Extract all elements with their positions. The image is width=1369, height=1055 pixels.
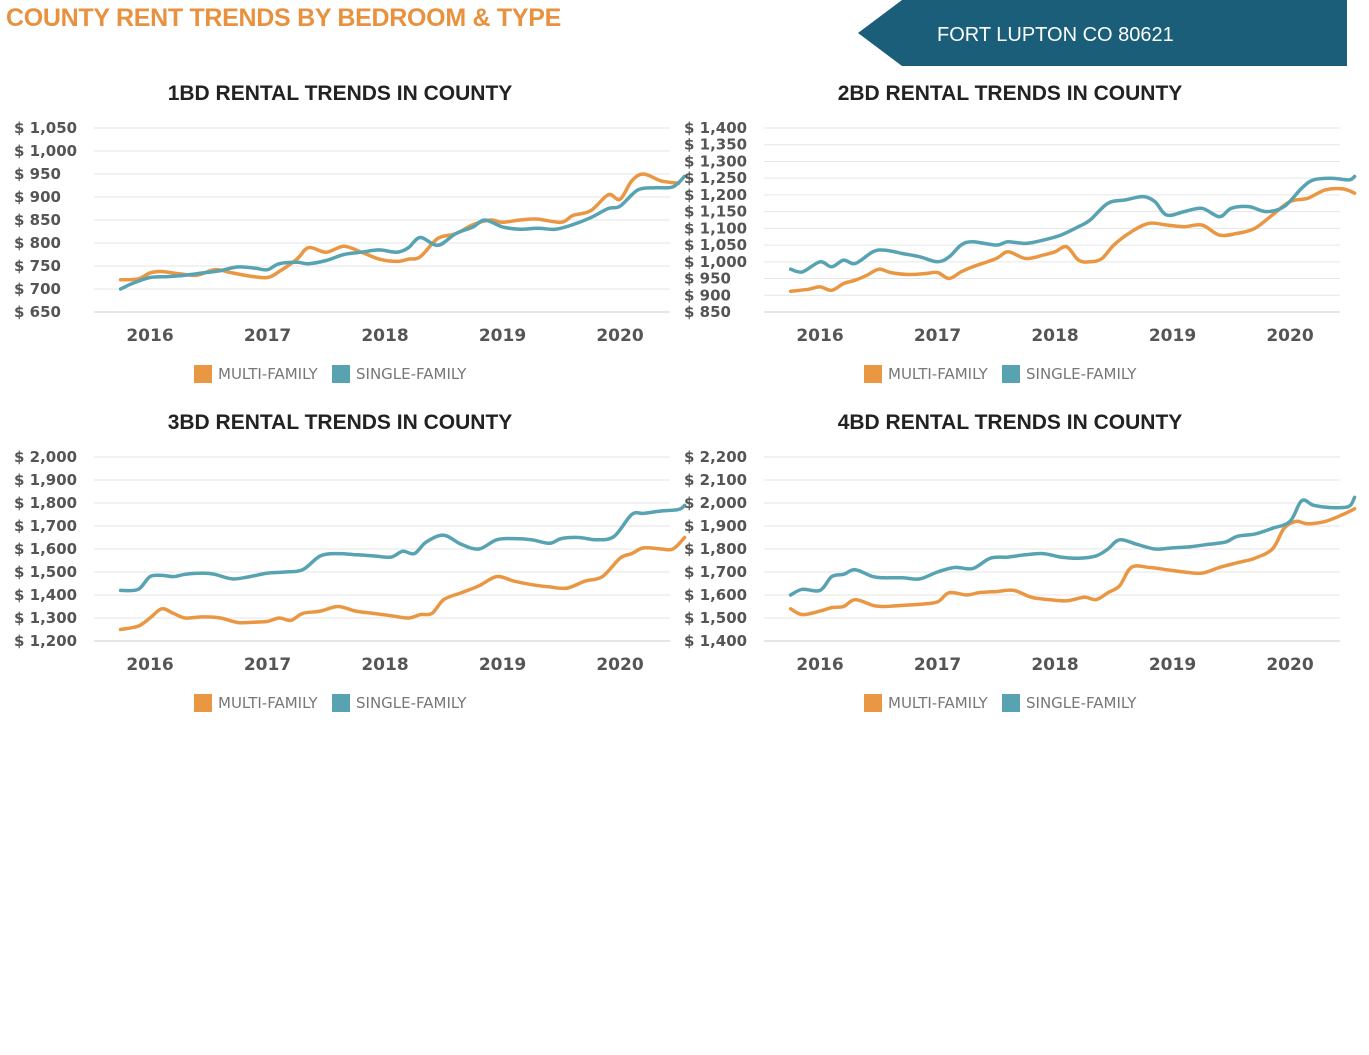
y-tick-label: $ 1,900 (684, 517, 747, 535)
chart-title: 3BD RENTAL TRENDS IN COUNTY (167, 411, 513, 434)
x-tick-label: 2020 (596, 655, 643, 675)
y-tick-label: $ 1,000 (684, 253, 747, 271)
y-tick-label: $ 1,000 (14, 142, 77, 160)
x-tick-label: 2016 (796, 655, 843, 675)
legend-label: MULTI-FAMILY (218, 365, 318, 383)
series-line-single-family (118, 503, 687, 593)
x-tick-label: 2018 (361, 326, 408, 346)
y-tick-label: $ 2,100 (684, 471, 747, 489)
x-tick-label: 2019 (479, 655, 526, 675)
legend-label: SINGLE-FAMILY (1026, 365, 1137, 383)
y-tick-label: $ 1,400 (684, 632, 747, 650)
x-tick-label: 2018 (1031, 326, 1078, 346)
x-tick-label: 2019 (1149, 655, 1196, 675)
x-tick-label: 2017 (244, 655, 291, 675)
legend-label: SINGLE-FAMILY (356, 365, 467, 383)
y-tick-label: $ 900 (14, 188, 61, 206)
x-tick-label: 2018 (361, 655, 408, 675)
y-tick-label: $ 1,900 (14, 471, 77, 489)
y-tick-label: $ 650 (14, 303, 61, 321)
y-tick-label: $ 1,600 (14, 540, 77, 558)
legend-swatch (332, 365, 350, 383)
chart-svg: $ 2,200 $ 2,100 $ 2,000 $ 1,900 $ 1,800 $ 1,7… (684, 448, 1357, 712)
legend-swatch (194, 694, 212, 712)
banner-shape (858, 0, 1347, 66)
x-tick-label: 2019 (1149, 326, 1196, 346)
location-banner: FORT LUPTON CO 80621 (858, 0, 1347, 66)
x-tick-label: 2018 (1031, 655, 1078, 675)
y-tick-label: $ 1,700 (14, 517, 77, 535)
x-tick-label: 2020 (1266, 326, 1313, 346)
legend-swatch (864, 365, 882, 383)
y-tick-label: $ 850 (684, 303, 731, 321)
chart-1bd: 1BD RENTAL TRENDS IN COUNTY $ 1,050 $ 1,0… (0, 0, 687, 383)
chart-2bd: 2BD RENTAL TRENDS IN COUNTY $ 1,400 $ 1,3… (670, 0, 1357, 383)
y-tick-label: $ 1,100 (684, 219, 747, 237)
legend-swatch (194, 365, 212, 383)
series-line-single-family (118, 174, 687, 291)
chart-svg: $ 1,050 $ 1,000 $ 950 $ 900 $ 850 $ 800 $ 750 $… (14, 119, 687, 383)
y-tick-label: $ 950 (14, 165, 61, 183)
x-tick-label: 2016 (126, 655, 173, 675)
y-tick-label: $ 1,300 (14, 609, 77, 627)
y-tick-label: $ 1,050 (14, 119, 77, 137)
legend-swatch (332, 694, 350, 712)
y-tick-label: $ 2,200 (684, 448, 747, 466)
y-tick-label: $ 1,300 (684, 152, 747, 170)
location-label: FORT LUPTON CO 80621 (937, 24, 1174, 46)
x-tick-label: 2016 (126, 326, 173, 346)
legend-label: MULTI-FAMILY (888, 365, 988, 383)
legend-swatch (864, 694, 882, 712)
chart-3bd: 3BD RENTAL TRENDS IN COUNTY $ 2,000 $ 1,9… (0, 329, 687, 712)
y-tick-label: $ 1,200 (14, 632, 77, 650)
y-tick-label: $ 1,050 (684, 236, 747, 254)
x-tick-label: 2019 (479, 326, 526, 346)
page-title: COUNTY RENT TRENDS BY BEDROOM & TYPE (6, 4, 561, 32)
legend-label: MULTI-FAMILY (218, 694, 318, 712)
y-tick-label: $ 1,800 (14, 494, 77, 512)
y-tick-label: $ 1,600 (684, 586, 747, 604)
series-line-single-family (788, 495, 1357, 597)
series-line-single-family (788, 174, 1357, 274)
x-tick-label: 2020 (596, 326, 643, 346)
x-tick-label: 2020 (1266, 655, 1313, 675)
y-tick-label: $ 850 (14, 211, 61, 229)
legend-label: MULTI-FAMILY (888, 694, 988, 712)
y-tick-label: $ 1,400 (684, 119, 747, 137)
y-tick-label: $ 1,150 (684, 203, 747, 221)
chart-title: 2BD RENTAL TRENDS IN COUNTY (837, 82, 1183, 105)
chart-title: 4BD RENTAL TRENDS IN COUNTY (837, 411, 1183, 434)
y-tick-label: $ 2,000 (14, 448, 77, 466)
legend-swatch (1002, 694, 1020, 712)
y-tick-label: $ 950 (684, 270, 731, 288)
y-tick-label: $ 750 (14, 257, 61, 275)
y-tick-label: $ 700 (14, 280, 61, 298)
legend-swatch (1002, 365, 1020, 383)
y-tick-label: $ 900 (684, 286, 731, 304)
x-tick-label: 2016 (796, 326, 843, 346)
x-tick-label: 2017 (244, 326, 291, 346)
y-tick-label: $ 1,500 (14, 563, 77, 581)
legend-label: SINGLE-FAMILY (1026, 694, 1137, 712)
chart-4bd: 4BD RENTAL TRENDS IN COUNTY $ 2,200 $ 2,1… (670, 329, 1357, 712)
series-line-multi-family (118, 535, 687, 632)
y-tick-label: $ 1,350 (684, 136, 747, 154)
legend-label: SINGLE-FAMILY (356, 694, 467, 712)
y-tick-label: $ 1,400 (14, 586, 77, 604)
y-tick-label: $ 1,700 (684, 563, 747, 581)
y-tick-label: $ 1,250 (684, 169, 747, 187)
y-tick-label: $ 1,800 (684, 540, 747, 558)
y-tick-label: $ 800 (14, 234, 61, 252)
y-tick-label: $ 1,500 (684, 609, 747, 627)
chart-svg: $ 2,000 $ 1,900 $ 1,800 $ 1,700 $ 1,600 $ 1,5… (14, 448, 687, 712)
chart-svg: $ 1,400$ 1,350$ 1,300$ 1,250$ 1,200$ 1,1… (684, 119, 1357, 383)
series-line-multi-family (788, 507, 1357, 617)
x-tick-label: 2017 (914, 655, 961, 675)
series-line-multi-family (118, 172, 681, 282)
y-tick-label: $ 1,200 (684, 186, 747, 204)
x-tick-label: 2017 (914, 326, 961, 346)
chart-title: 1BD RENTAL TRENDS IN COUNTY (167, 82, 513, 105)
series-line-multi-family (788, 186, 1357, 294)
y-tick-label: $ 2,000 (684, 494, 747, 512)
